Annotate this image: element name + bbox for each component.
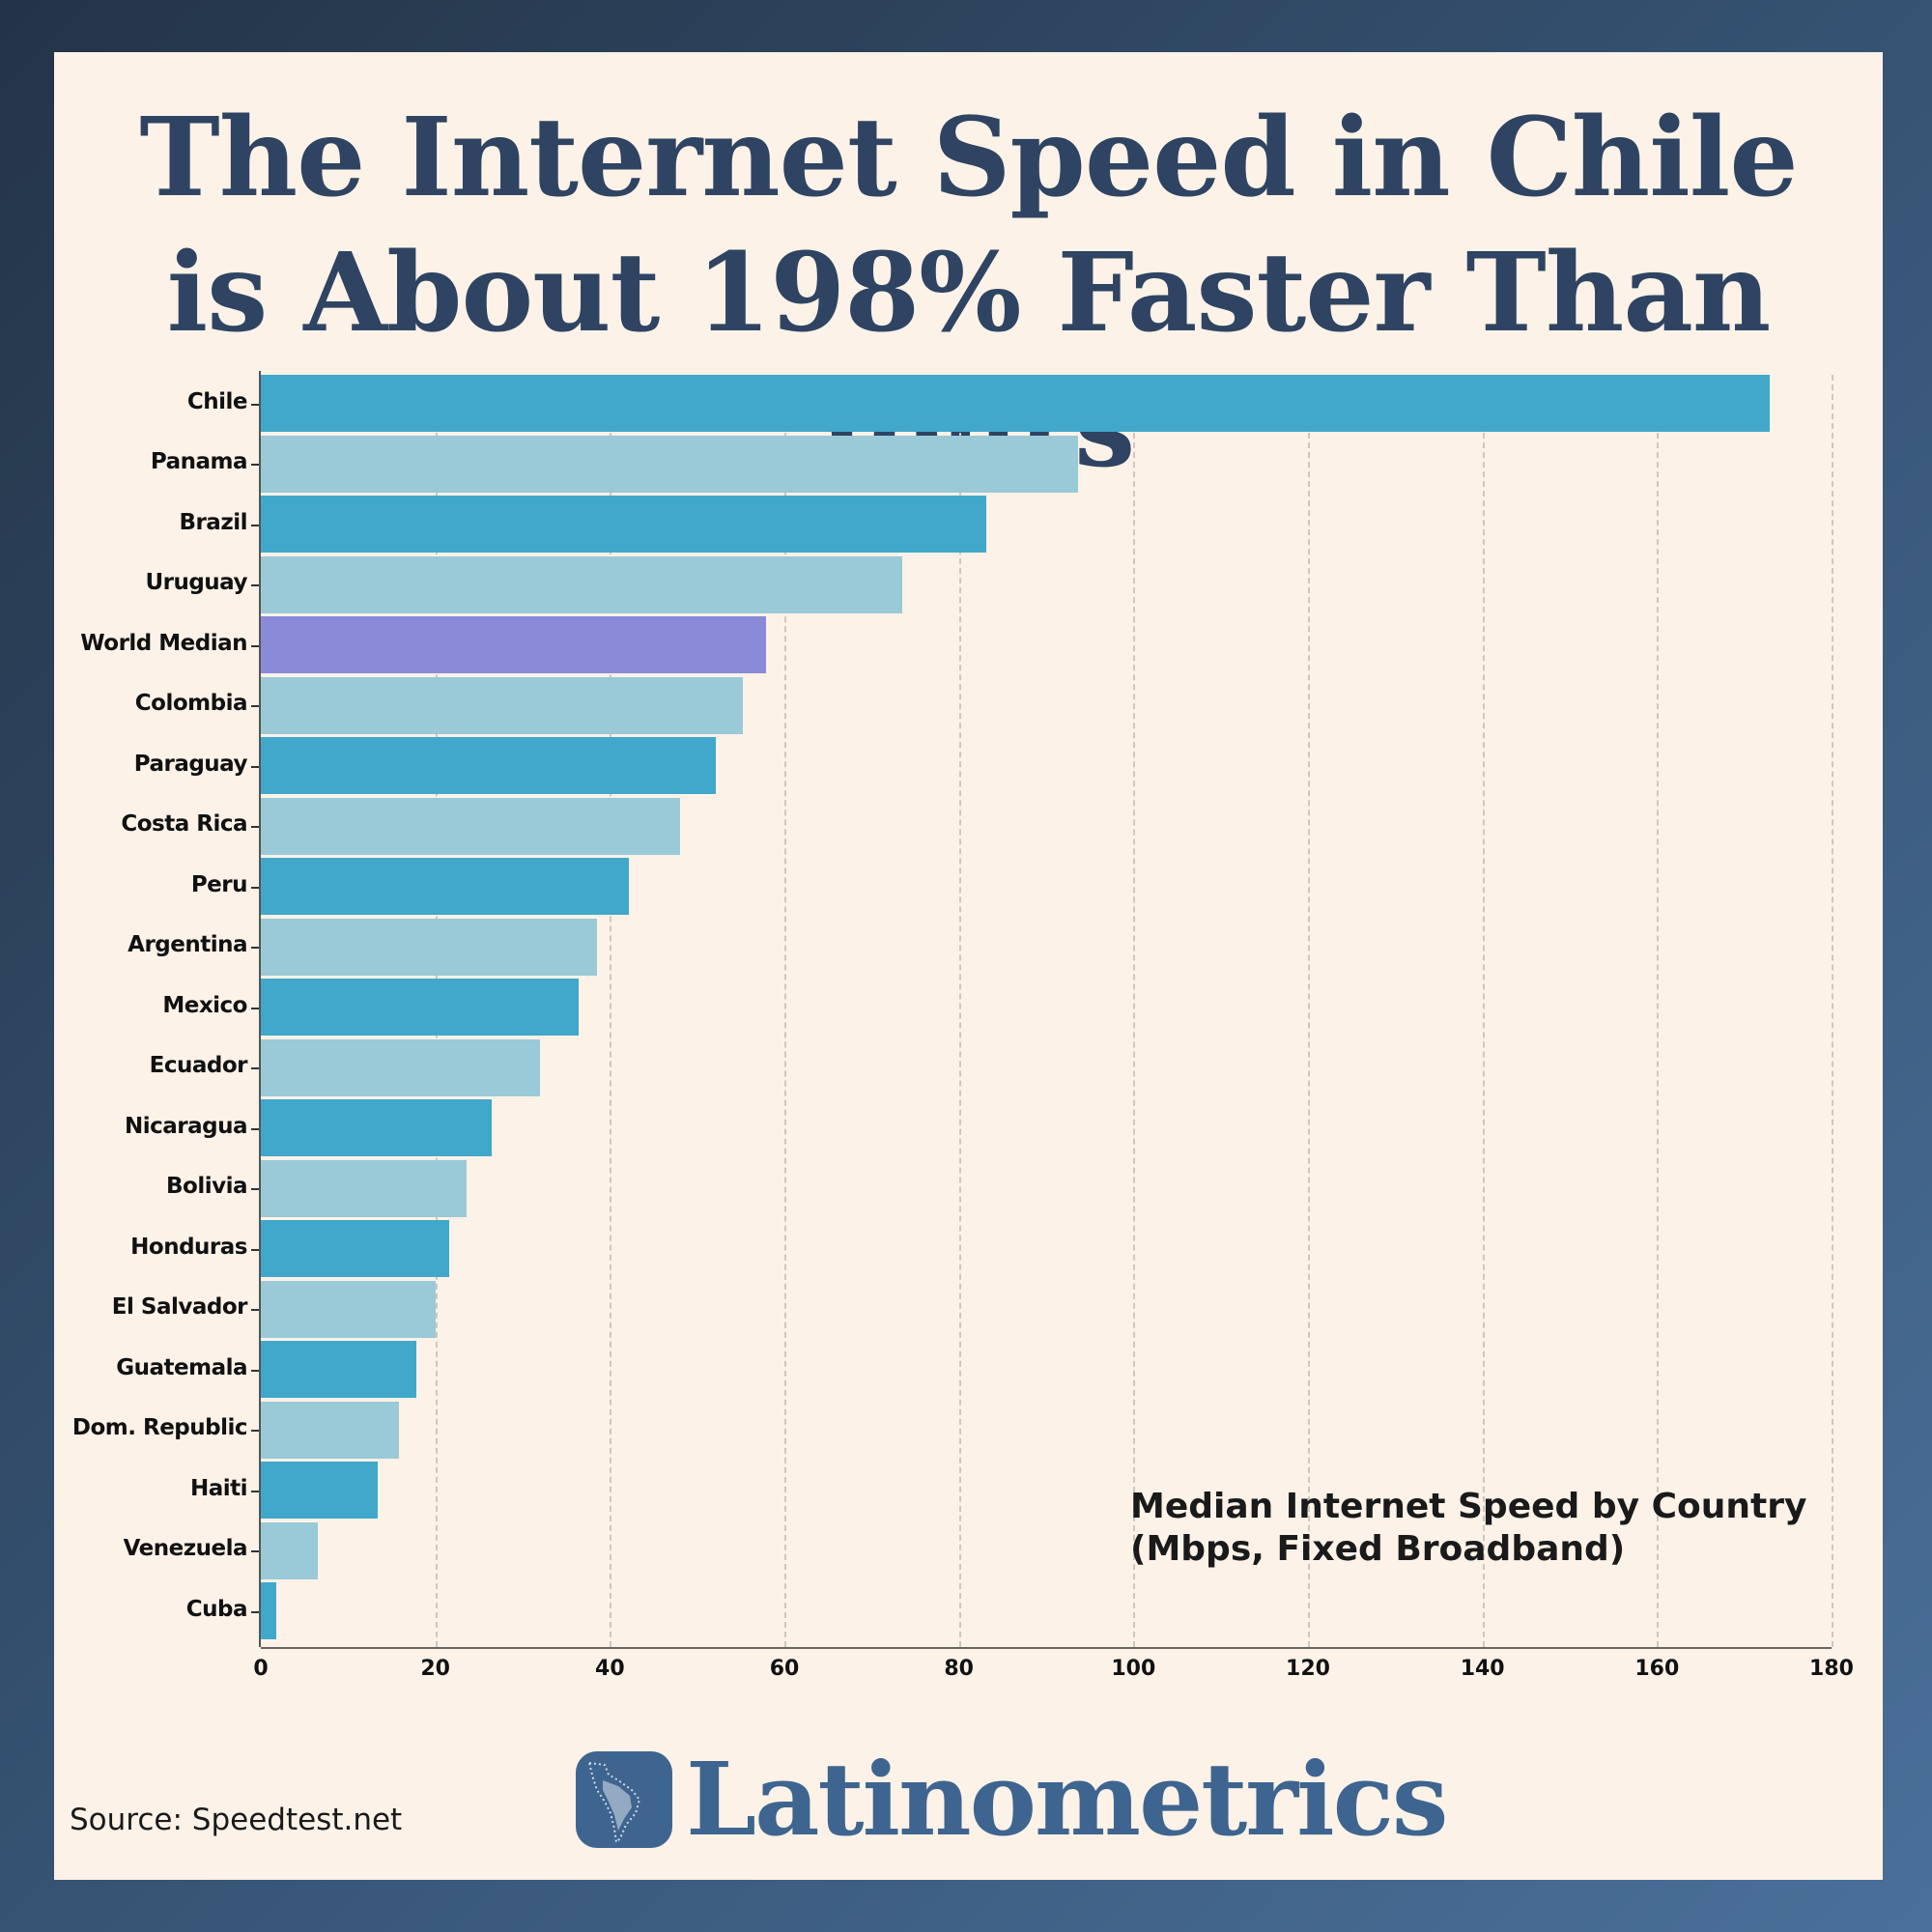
bar-argentina — [261, 918, 597, 976]
title-line-1: The Internet Speed in Chile — [139, 95, 1798, 221]
source-credit: Source: Speedtest.net — [70, 1803, 403, 1837]
y-axis-label: Guatemala — [116, 1354, 247, 1380]
bar-mexico — [261, 979, 579, 1036]
y-axis-label: Dom. Republic — [71, 1415, 248, 1440]
y-tick — [251, 1188, 260, 1190]
x-tick-label: 80 — [944, 1656, 974, 1681]
bar-panama — [261, 435, 1078, 493]
y-tick — [251, 826, 260, 828]
bar-guatemala — [261, 1341, 416, 1398]
bar-nicaragua — [261, 1099, 493, 1156]
y-tick — [251, 403, 260, 406]
gridline — [1832, 375, 1833, 1647]
y-axis — [259, 371, 261, 1647]
latin-america-map-icon — [576, 1750, 672, 1848]
gridline — [1133, 375, 1136, 1647]
x-tick-label: 120 — [1286, 1656, 1330, 1681]
bar-brazil — [261, 496, 986, 553]
x-tick-label: 20 — [420, 1656, 450, 1681]
y-axis-label: Honduras — [130, 1234, 247, 1260]
bar-peru — [261, 858, 630, 915]
y-axis-label: Paraguay — [133, 751, 248, 777]
bar-uruguay — [261, 555, 902, 613]
gridline — [958, 375, 961, 1647]
bar-venezuela — [261, 1521, 318, 1579]
chart-legend: Median Internet Speed by Country (Mbps, … — [1130, 1486, 1806, 1571]
legend-line-1: Median Internet Speed by Country — [1130, 1487, 1807, 1526]
legend-line-2: (Mbps, Fixed Broadband) — [1130, 1529, 1626, 1569]
bar-chart: Chile Panama Brazil Uruguay World Median Colo… — [54, 52, 1883, 1880]
y-tick — [251, 765, 260, 768]
y-axis-label: Haiti — [189, 1475, 248, 1501]
y-axis-label: Nicaragua — [124, 1113, 248, 1139]
x-tick-label: 160 — [1634, 1656, 1680, 1681]
y-axis-label: Uruguay — [145, 570, 247, 595]
y-tick — [251, 1550, 260, 1552]
y-tick — [251, 1127, 260, 1130]
y-axis-label: Colombia — [134, 691, 248, 716]
page-title: The Internet Speed in Chile is About 198… — [54, 91, 1883, 497]
y-tick — [251, 644, 260, 647]
gridline — [610, 375, 612, 1647]
y-tick — [251, 1248, 260, 1251]
y-tick — [251, 1369, 260, 1372]
x-axis — [261, 1646, 1832, 1649]
title-line-2: is About 198% Faster Than Yours — [166, 230, 1772, 492]
y-axis-label: Venezuela — [123, 1536, 248, 1561]
y-axis-label: Costa Rica — [121, 811, 247, 837]
bar-bolivia — [261, 1159, 468, 1217]
y-axis-label: Peru — [190, 871, 248, 897]
y-tick — [251, 1490, 260, 1492]
y-tick — [251, 947, 260, 949]
bar-dom-republic — [261, 1401, 399, 1459]
bar-ecuador — [261, 1038, 541, 1096]
y-tick — [251, 584, 260, 586]
bar-costa-rica — [261, 797, 680, 855]
bar-colombia — [261, 676, 743, 734]
y-axis-label: Argentina — [128, 932, 247, 957]
x-tick-label: 60 — [769, 1656, 800, 1681]
y-tick — [251, 1610, 260, 1613]
bar-haiti — [261, 1462, 379, 1519]
y-axis-label: Mexico — [162, 992, 247, 1018]
gridline — [1482, 375, 1485, 1647]
y-tick — [251, 1309, 260, 1311]
y-axis-label: Brazil — [179, 509, 247, 535]
y-tick — [251, 464, 260, 466]
x-tick-label: 140 — [1460, 1656, 1505, 1681]
y-tick — [251, 705, 260, 707]
x-tick-label: 100 — [1111, 1656, 1156, 1681]
y-axis-label: Chile — [186, 388, 248, 414]
y-tick — [251, 1430, 260, 1432]
y-axis-label: Bolivia — [166, 1174, 248, 1199]
x-tick-label: 180 — [1809, 1656, 1854, 1681]
y-axis-label: Ecuador — [149, 1053, 248, 1078]
y-tick — [251, 1067, 260, 1069]
y-tick — [251, 524, 260, 526]
x-tick-label: 0 — [253, 1656, 269, 1681]
bar-cuba — [261, 1582, 277, 1639]
bar-honduras — [261, 1220, 450, 1277]
y-axis-label: Panama — [150, 449, 248, 474]
bar-paraguay — [261, 737, 716, 794]
y-tick — [251, 1007, 260, 1009]
bar-world-median — [261, 616, 767, 673]
y-axis-label: El Salvador — [111, 1294, 248, 1320]
gridline — [784, 375, 786, 1647]
x-tick-label: 40 — [595, 1656, 625, 1681]
infographic-panel: The Internet Speed in Chile is About 198… — [54, 52, 1883, 1880]
y-tick — [251, 886, 260, 889]
brand-name: Latinometrics — [686, 1740, 1448, 1859]
brand-logo: Latinometrics — [576, 1740, 1448, 1859]
bar-chile — [261, 375, 1770, 432]
y-axis-label: World Median — [80, 630, 247, 656]
bar-el-salvador — [261, 1280, 436, 1338]
gridline — [1308, 375, 1310, 1647]
gridline — [1657, 375, 1660, 1647]
y-axis-label: Cuba — [185, 1596, 248, 1622]
